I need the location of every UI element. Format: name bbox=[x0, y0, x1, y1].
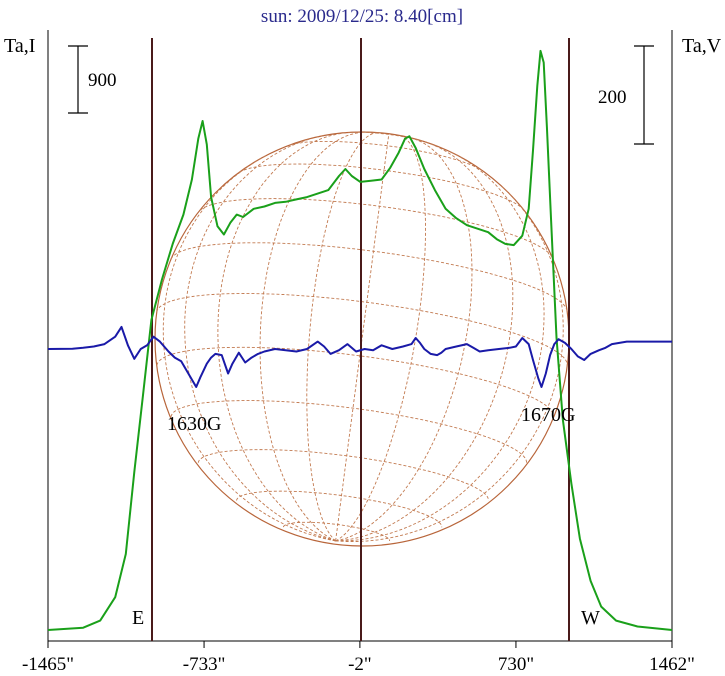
latitude-line bbox=[282, 521, 391, 541]
x-tick-label: 1462" bbox=[649, 654, 695, 675]
longitude-line bbox=[335, 184, 564, 542]
latitude-line bbox=[197, 449, 489, 501]
latitude-line bbox=[200, 198, 552, 257]
longitude-line bbox=[217, 131, 351, 542]
latitude-line bbox=[239, 163, 524, 210]
latitude-line bbox=[170, 400, 528, 464]
scale-bar-left-label: 900 bbox=[88, 70, 117, 91]
annotation-1670g: 1670G bbox=[521, 404, 575, 426]
longitude-line bbox=[335, 151, 545, 542]
latitude-line bbox=[236, 490, 443, 528]
latitude-line bbox=[170, 242, 568, 311]
x-tick-label: -733" bbox=[183, 654, 226, 675]
latitude-line bbox=[156, 346, 554, 418]
intensity-curve bbox=[47, 49, 673, 631]
left-axis-label: Ta,I bbox=[4, 35, 35, 57]
longitude-line bbox=[184, 135, 336, 542]
latitude-line bbox=[289, 140, 482, 171]
scale-bar-right-label: 200 bbox=[598, 87, 627, 108]
x-tick-label: 730" bbox=[498, 654, 534, 675]
longitude-line bbox=[335, 135, 426, 542]
limb-label-west: W bbox=[581, 607, 600, 629]
limb-markers bbox=[151, 38, 570, 641]
x-tick-label: -1465" bbox=[22, 654, 74, 675]
chart-title: sun: 2009/12/25: 8.40[cm] bbox=[261, 6, 463, 27]
longitude-line bbox=[259, 131, 368, 542]
longitude-line bbox=[335, 141, 514, 542]
longitude-line bbox=[335, 133, 390, 541]
data-curves bbox=[47, 49, 673, 631]
longitude-line bbox=[335, 137, 473, 542]
annotation-1630g: 1630G bbox=[167, 413, 221, 435]
x-tick-label: -2" bbox=[348, 654, 372, 675]
polarization-curve bbox=[47, 325, 672, 388]
scale-bar-right bbox=[634, 45, 654, 145]
limb-label-east: E bbox=[132, 607, 144, 629]
longitude-line bbox=[162, 154, 336, 542]
right-axis-label: Ta,V bbox=[682, 35, 722, 57]
x-axis-ticks: -1465" -733" -2" 730" 1462" bbox=[22, 641, 695, 675]
longitude-line bbox=[306, 132, 378, 542]
scale-bar-left bbox=[68, 45, 88, 114]
